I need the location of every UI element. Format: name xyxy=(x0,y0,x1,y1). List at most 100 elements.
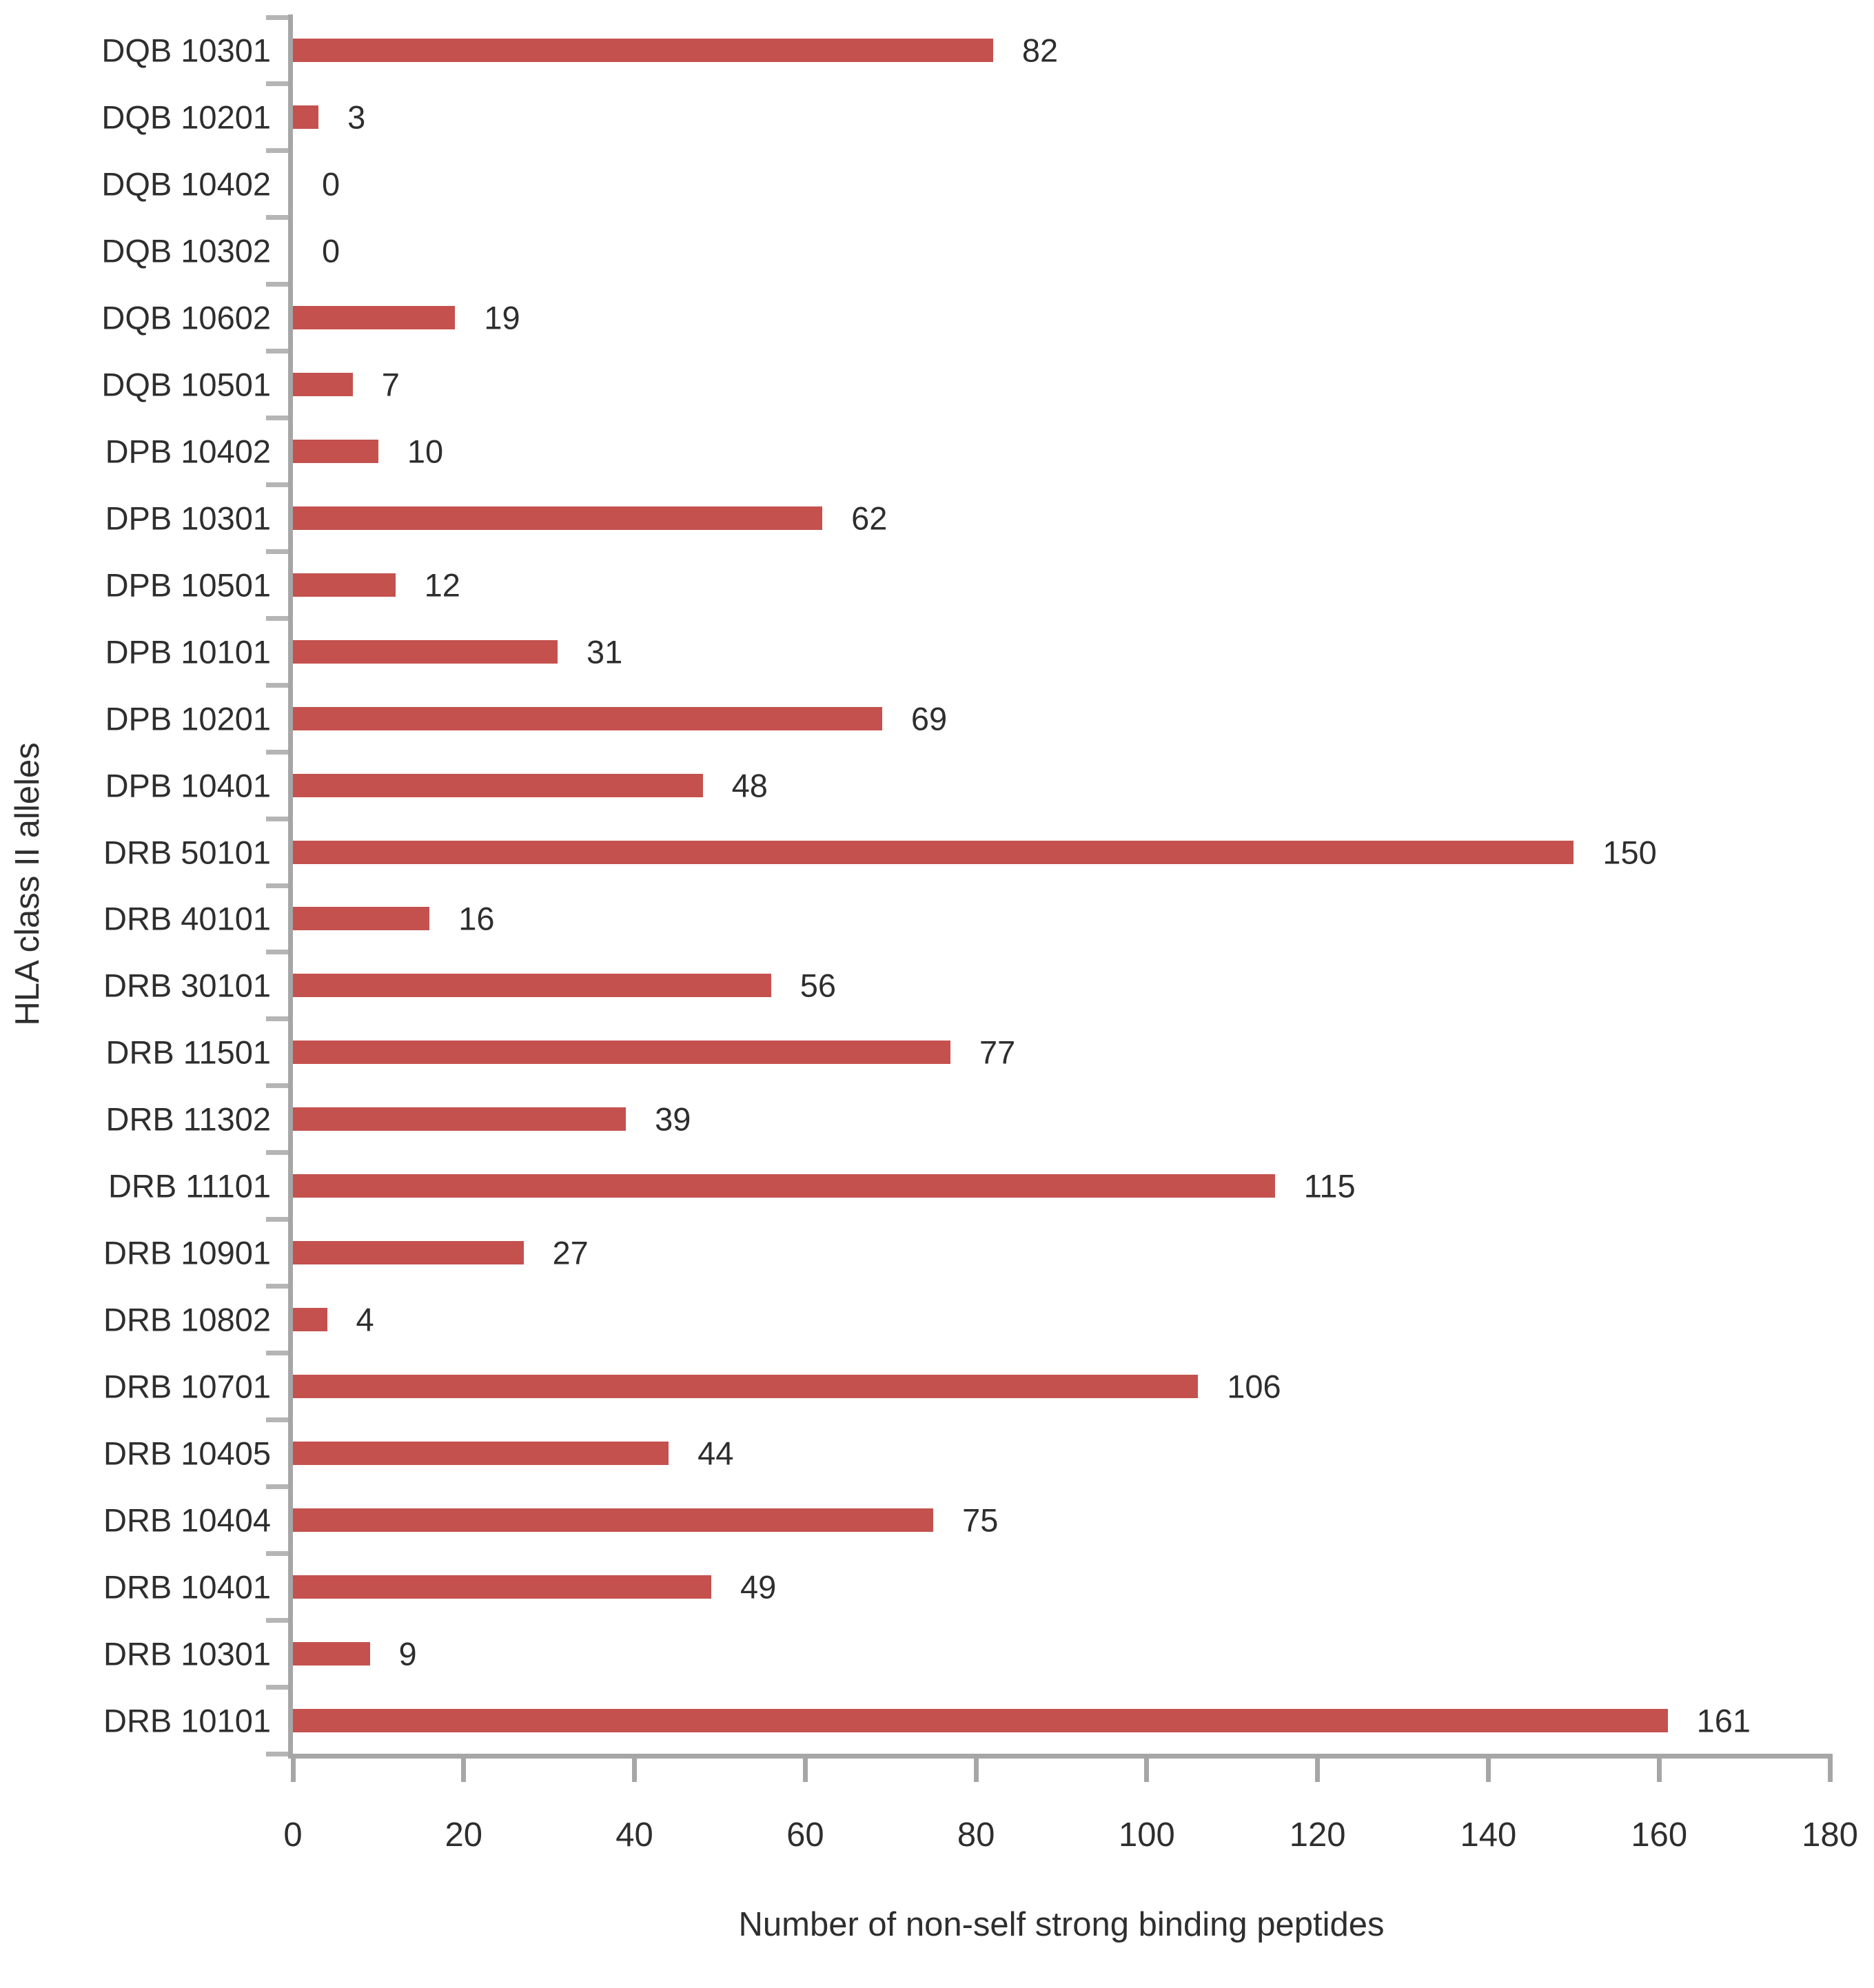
category-label: DPB 10101 xyxy=(105,633,271,670)
category-label: DRB 11501 xyxy=(105,1034,272,1071)
y-axis-tick xyxy=(266,1150,288,1156)
value-label: 69 xyxy=(910,700,948,737)
category-label: DPB 10501 xyxy=(105,566,271,604)
y-axis-tick xyxy=(266,1617,288,1623)
y-axis-tick xyxy=(266,816,288,821)
y-axis-tick xyxy=(266,1350,288,1355)
x-axis-tick-label: 100 xyxy=(1118,1816,1175,1854)
x-axis-tick xyxy=(1656,1759,1662,1782)
y-axis-tick xyxy=(266,1484,288,1489)
value-label: 44 xyxy=(697,1435,734,1472)
category-label: DRB 11101 xyxy=(108,1167,271,1205)
value-label: 16 xyxy=(458,900,495,937)
value-label: 62 xyxy=(851,500,888,537)
y-axis-tick xyxy=(266,482,288,487)
y-axis-tick xyxy=(266,682,288,688)
x-axis-tick-label: 120 xyxy=(1289,1816,1346,1854)
value-label: 19 xyxy=(484,299,520,336)
category-label: DRB 10901 xyxy=(103,1234,271,1271)
bar xyxy=(293,440,378,463)
value-label: 0 xyxy=(322,232,340,269)
category-label: DRB 10101 xyxy=(103,1702,271,1739)
category-label: DQB 10501 xyxy=(101,366,271,403)
y-axis-tick xyxy=(266,950,288,955)
value-label: 75 xyxy=(962,1502,999,1539)
bar xyxy=(293,306,456,330)
category-label: DQB 10302 xyxy=(101,232,271,269)
bar xyxy=(293,1508,934,1532)
bar xyxy=(293,907,430,931)
category-label: DRB 10701 xyxy=(103,1368,271,1405)
y-axis-tick xyxy=(266,1016,288,1022)
value-label: 27 xyxy=(552,1234,589,1271)
value-label: 31 xyxy=(587,633,623,670)
category-label: DQB 10201 xyxy=(101,99,271,136)
y-axis-tick xyxy=(266,615,288,621)
x-axis-tick xyxy=(1827,1759,1833,1782)
y-axis-tick xyxy=(266,749,288,755)
category-label: DPB 10402 xyxy=(105,433,271,470)
x-axis-title: Number of non-self strong binding peptid… xyxy=(738,1906,1385,1943)
y-axis-tick xyxy=(266,349,288,354)
bar xyxy=(293,1041,950,1065)
x-axis-tick xyxy=(802,1759,808,1782)
category-label: DPB 10201 xyxy=(105,700,271,737)
category-label: DRB 50101 xyxy=(103,834,271,871)
y-axis-tick xyxy=(266,215,288,221)
bar xyxy=(293,373,353,397)
category-label: DRB 10405 xyxy=(103,1435,271,1472)
y-axis-tick xyxy=(266,14,288,20)
x-axis-tick-label: 140 xyxy=(1460,1816,1517,1854)
bar xyxy=(293,1174,1275,1198)
x-axis-tick xyxy=(973,1759,979,1782)
value-label: 106 xyxy=(1227,1368,1281,1405)
bar xyxy=(293,39,993,63)
category-label: DRB 10802 xyxy=(103,1301,271,1338)
value-label: 3 xyxy=(347,99,366,136)
category-label: DQB 10402 xyxy=(101,165,271,203)
bar xyxy=(293,1308,327,1331)
x-axis-tick xyxy=(1144,1759,1150,1782)
bar xyxy=(293,506,823,530)
x-axis-tick xyxy=(461,1759,467,1782)
category-label: DRB 40101 xyxy=(103,900,271,937)
x-axis-tick xyxy=(1315,1759,1321,1782)
y-axis-tick xyxy=(266,883,288,888)
value-label: 56 xyxy=(799,967,837,1004)
y-axis-tick xyxy=(266,1083,288,1089)
x-axis-tick-label: 60 xyxy=(786,1816,824,1854)
x-axis-tick-label: 180 xyxy=(1802,1816,1858,1854)
category-label: DRB 30101 xyxy=(103,967,271,1004)
y-axis-line xyxy=(288,14,293,1759)
value-label: 82 xyxy=(1021,32,1059,69)
category-label: DRB 10301 xyxy=(103,1635,271,1672)
value-label: 10 xyxy=(407,433,444,470)
bar xyxy=(293,1241,524,1265)
category-label: DRB 10401 xyxy=(103,1568,271,1606)
x-axis-tick-label: 160 xyxy=(1631,1816,1688,1854)
category-label: DPB 10401 xyxy=(105,767,271,804)
value-label: 4 xyxy=(356,1301,374,1338)
value-label: 77 xyxy=(979,1034,1016,1071)
value-label: 161 xyxy=(1696,1702,1751,1739)
value-label: 9 xyxy=(398,1635,417,1672)
y-axis-tick xyxy=(266,416,288,421)
x-axis-tick-label: 20 xyxy=(445,1816,483,1854)
y-axis-tick xyxy=(266,1550,288,1556)
x-axis-tick xyxy=(632,1759,638,1782)
y-axis-title: HLA class II alleles xyxy=(9,742,46,1026)
value-label: 48 xyxy=(731,767,768,804)
bar xyxy=(293,573,396,597)
category-label: DQB 10602 xyxy=(101,299,271,336)
category-label: DRB 10404 xyxy=(103,1502,271,1539)
value-label: 49 xyxy=(740,1568,777,1606)
value-label: 150 xyxy=(1602,834,1657,871)
y-axis-tick xyxy=(266,1217,288,1222)
bar xyxy=(293,773,703,797)
y-axis-tick xyxy=(266,1417,288,1422)
y-axis-tick xyxy=(266,1751,288,1756)
category-label: DRB 11302 xyxy=(105,1100,272,1138)
bar xyxy=(293,974,771,998)
value-label: 0 xyxy=(322,165,340,203)
